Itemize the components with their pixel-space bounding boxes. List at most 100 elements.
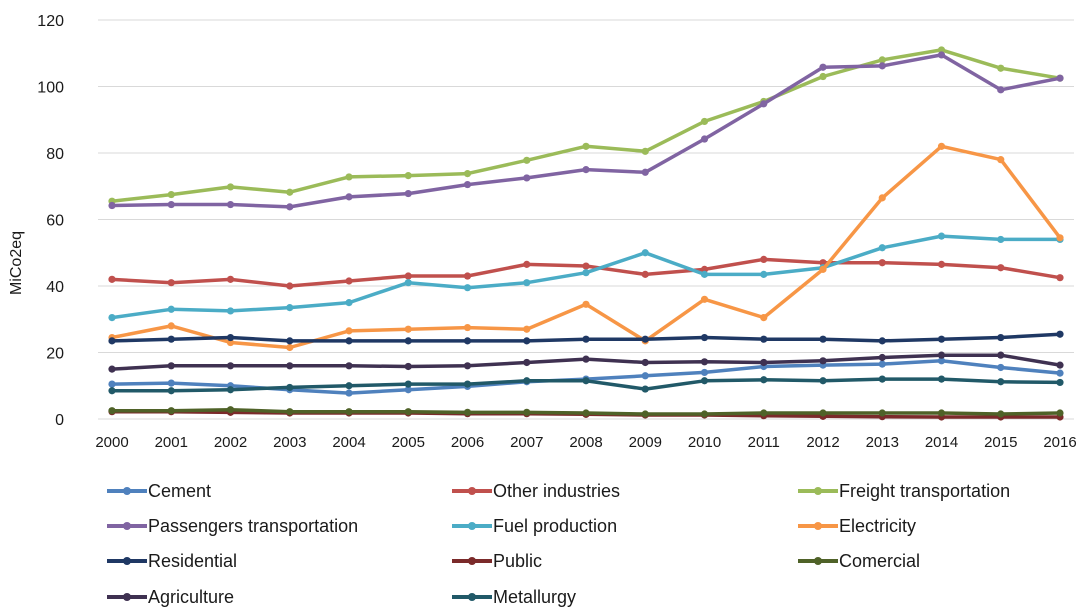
data-point: [523, 358, 531, 367]
legend-item: Public: [452, 551, 542, 571]
series-line: [110, 144, 1062, 350]
data-point: [286, 282, 294, 290]
y-tick-label: 40: [46, 279, 64, 296]
data-point: [167, 379, 175, 387]
data-point: [345, 173, 353, 181]
x-tick-label: 2007: [510, 434, 543, 451]
data-point: [463, 180, 472, 189]
legend-marker: [123, 593, 131, 601]
data-point: [523, 377, 531, 385]
data-point: [937, 409, 946, 417]
data-point: [404, 325, 412, 333]
data-point: [226, 200, 235, 209]
data-point: [345, 327, 353, 335]
data-point: [167, 335, 175, 343]
legend-item: Fuel production: [452, 516, 617, 536]
data-point: [345, 299, 353, 307]
data-point: [582, 335, 590, 343]
data-point: [641, 249, 649, 257]
data-point: [641, 372, 649, 380]
data-point: [108, 380, 116, 388]
data-point: [700, 135, 709, 143]
data-point: [523, 337, 531, 345]
data-point: [700, 377, 709, 385]
data-point: [878, 259, 886, 267]
data-point: [226, 406, 235, 414]
series-line: [110, 53, 1062, 209]
data-point: [345, 337, 353, 345]
data-point: [819, 63, 827, 71]
data-point: [345, 362, 353, 370]
x-tick-label: 2016: [1043, 434, 1076, 451]
data-point: [819, 265, 827, 273]
data-point: [582, 409, 590, 417]
data-point: [226, 183, 235, 191]
data-point: [641, 410, 649, 418]
x-tick-label: 2005: [392, 434, 425, 451]
legend-item: Agriculture: [107, 587, 234, 607]
x-tick-label: 2001: [155, 434, 188, 451]
y-tick-label: 120: [37, 13, 64, 30]
series-residential: [108, 330, 1064, 345]
data-point: [286, 343, 294, 352]
data-point: [641, 358, 649, 367]
data-point: [167, 190, 175, 199]
data-point: [819, 377, 827, 385]
data-point: [1056, 409, 1064, 417]
data-point: [523, 408, 531, 416]
data-point: [878, 375, 886, 383]
data-point: [819, 72, 827, 81]
data-point: [226, 307, 235, 315]
series-agriculture: [108, 351, 1064, 373]
data-point: [108, 337, 116, 345]
legend-label: Cement: [148, 481, 211, 501]
data-point: [463, 170, 472, 178]
data-point: [582, 166, 590, 174]
y-tick-label: 100: [37, 80, 64, 97]
data-point: [937, 46, 946, 54]
data-point: [226, 362, 235, 370]
data-point: [819, 357, 827, 365]
legend-label: Residential: [148, 551, 237, 571]
data-point: [997, 378, 1005, 386]
legend-item: Metallurgy: [452, 587, 576, 607]
data-point: [641, 385, 649, 393]
data-point: [937, 260, 946, 268]
data-point: [167, 387, 175, 395]
legend-label: Public: [493, 551, 542, 571]
data-point: [286, 408, 294, 416]
data-point: [404, 279, 412, 287]
data-point: [700, 270, 709, 278]
data-point: [523, 325, 531, 333]
x-tick-label: 2009: [629, 434, 662, 451]
legend-label: Comercial: [839, 551, 920, 571]
x-tick-label: 2003: [273, 434, 306, 451]
data-point: [1056, 274, 1064, 282]
data-point: [167, 322, 175, 330]
data-point: [997, 410, 1005, 418]
y-tick-label: 20: [46, 346, 64, 363]
data-point: [641, 147, 649, 155]
series-fuel-production: [108, 232, 1064, 322]
data-point: [167, 362, 175, 370]
data-point: [108, 387, 116, 395]
series-freight-transportation: [108, 46, 1064, 205]
data-point: [1056, 369, 1064, 377]
data-point: [286, 362, 294, 370]
data-point: [286, 203, 294, 211]
data-point: [700, 368, 709, 377]
data-point: [760, 335, 768, 343]
data-point: [286, 188, 294, 196]
data-point: [937, 232, 946, 240]
data-point: [582, 262, 590, 270]
data-point: [878, 244, 886, 252]
axes: 0 20 40 60 80 100 120 2000 2001 2002 2003 2004 2005 2…: [37, 13, 1076, 451]
data-point: [937, 142, 946, 150]
data-point: [404, 362, 412, 371]
data-point: [997, 333, 1005, 342]
data-point: [167, 407, 175, 415]
data-point: [760, 100, 768, 108]
data-point: [286, 337, 294, 345]
legend-marker: [123, 522, 131, 530]
